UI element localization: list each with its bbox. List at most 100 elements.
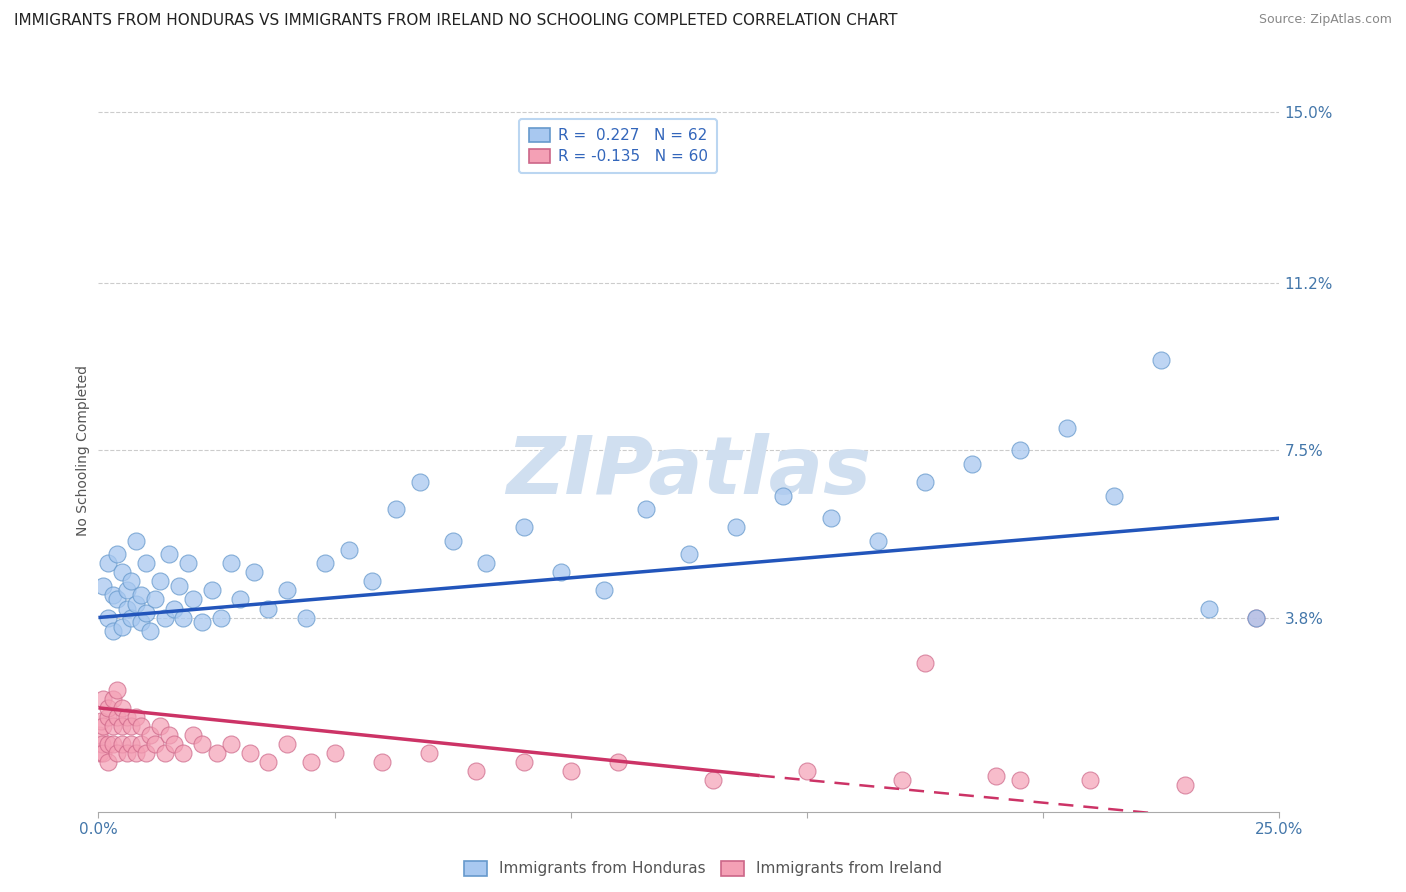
Point [91, 691, 114, 706]
Point [135, 746, 157, 760]
Point [962, 457, 984, 471]
Point [115, 746, 138, 760]
Point [163, 601, 186, 615]
Point [111, 619, 134, 633]
Point [418, 746, 440, 760]
Point [1244, 610, 1267, 624]
Point [550, 566, 572, 580]
Point [314, 557, 336, 571]
Point [219, 557, 242, 571]
Point [984, 768, 1007, 783]
Point [1150, 353, 1173, 368]
Point [181, 592, 204, 607]
Point [725, 520, 748, 534]
Point [115, 710, 138, 724]
Point [239, 746, 262, 760]
Point [191, 737, 214, 751]
Point [276, 737, 298, 751]
Point [1008, 773, 1031, 788]
Point [129, 737, 152, 751]
Point [153, 610, 176, 624]
Point [257, 601, 280, 615]
Point [181, 728, 204, 742]
Point [97, 710, 120, 724]
Legend: R =  0.227   N = 62, R = -0.135   N = 60: R = 0.227 N = 62, R = -0.135 N = 60 [519, 119, 717, 173]
Point [167, 579, 190, 593]
Point [97, 737, 120, 751]
Point [1102, 489, 1125, 503]
Point [91, 746, 114, 760]
Point [125, 746, 148, 760]
Point [465, 764, 488, 778]
Point [101, 624, 124, 639]
Point [209, 610, 232, 624]
Point [866, 533, 889, 548]
Text: ZIPatlas: ZIPatlas [506, 434, 872, 511]
Point [125, 710, 148, 724]
Point [191, 615, 214, 629]
Point [111, 719, 134, 733]
Point [91, 579, 114, 593]
Point [125, 597, 148, 611]
Point [121, 610, 143, 624]
Point [593, 583, 616, 598]
Point [149, 719, 172, 733]
Point [143, 592, 166, 607]
Y-axis label: No Schooling Completed: No Schooling Completed [76, 365, 90, 536]
Point [772, 489, 794, 503]
Point [121, 737, 143, 751]
Point [101, 691, 124, 706]
Point [229, 592, 252, 607]
Point [139, 728, 162, 742]
Point [702, 773, 724, 788]
Point [560, 764, 582, 778]
Point [796, 764, 818, 778]
Point [111, 701, 134, 715]
Point [129, 719, 152, 733]
Point [111, 737, 134, 751]
Point [607, 755, 630, 769]
Text: Source: ZipAtlas.com: Source: ZipAtlas.com [1258, 13, 1392, 27]
Point [115, 601, 138, 615]
Point [512, 520, 534, 534]
Legend: Immigrants from Honduras, Immigrants from Ireland: Immigrants from Honduras, Immigrants fro… [458, 855, 948, 882]
Point [408, 475, 430, 489]
Point [121, 574, 143, 589]
Point [914, 656, 936, 670]
Point [101, 588, 124, 602]
Point [1008, 443, 1031, 458]
Point [201, 583, 224, 598]
Point [1080, 773, 1102, 788]
Point [97, 557, 120, 571]
Point [157, 547, 180, 561]
Text: IMMIGRANTS FROM HONDURAS VS IMMIGRANTS FROM IRELAND NO SCHOOLING COMPLETED CORRE: IMMIGRANTS FROM HONDURAS VS IMMIGRANTS F… [14, 13, 897, 29]
Point [323, 746, 346, 760]
Point [153, 746, 176, 760]
Point [129, 615, 152, 629]
Point [678, 547, 700, 561]
Point [105, 746, 128, 760]
Point [163, 737, 186, 751]
Point [105, 592, 128, 607]
Point [295, 610, 318, 624]
Point [125, 533, 148, 548]
Point [105, 682, 128, 697]
Point [1244, 610, 1267, 624]
Point [129, 588, 152, 602]
Point [91, 719, 114, 733]
Point [219, 737, 242, 751]
Point [636, 502, 658, 516]
Point [135, 606, 157, 620]
Point [243, 566, 266, 580]
Point [139, 624, 162, 639]
Point [441, 533, 464, 548]
Point [361, 574, 384, 589]
Point [105, 710, 128, 724]
Point [101, 737, 124, 751]
Point [97, 610, 120, 624]
Point [135, 557, 157, 571]
Point [890, 773, 912, 788]
Point [1056, 421, 1078, 435]
Point [111, 566, 134, 580]
Point [512, 755, 534, 769]
